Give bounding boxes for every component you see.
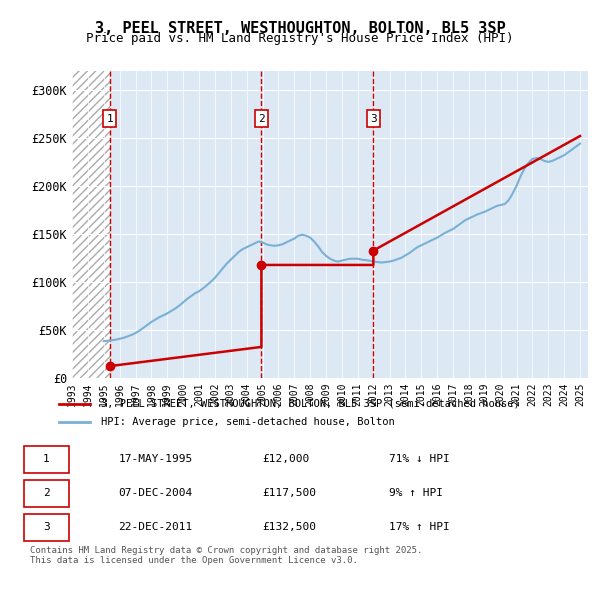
Text: 3: 3 bbox=[370, 114, 377, 124]
Text: Contains HM Land Registry data © Crown copyright and database right 2025.
This d: Contains HM Land Registry data © Crown c… bbox=[30, 546, 422, 565]
Text: 9% ↑ HPI: 9% ↑ HPI bbox=[389, 489, 443, 499]
Text: 3, PEEL STREET, WESTHOUGHTON, BOLTON, BL5 3SP: 3, PEEL STREET, WESTHOUGHTON, BOLTON, BL… bbox=[95, 21, 505, 35]
Text: 1: 1 bbox=[106, 114, 113, 124]
Text: Price paid vs. HM Land Registry's House Price Index (HPI): Price paid vs. HM Land Registry's House … bbox=[86, 32, 514, 45]
Text: 1: 1 bbox=[43, 454, 50, 464]
Text: 17% ↑ HPI: 17% ↑ HPI bbox=[389, 523, 449, 532]
FancyBboxPatch shape bbox=[25, 446, 68, 473]
Text: 3: 3 bbox=[43, 523, 50, 532]
Text: 3, PEEL STREET, WESTHOUGHTON, BOLTON, BL5 3SP (semi-detached house): 3, PEEL STREET, WESTHOUGHTON, BOLTON, BL… bbox=[101, 399, 520, 409]
Text: 71% ↓ HPI: 71% ↓ HPI bbox=[389, 454, 449, 464]
Text: HPI: Average price, semi-detached house, Bolton: HPI: Average price, semi-detached house,… bbox=[101, 417, 395, 427]
Text: 07-DEC-2004: 07-DEC-2004 bbox=[118, 489, 193, 499]
Text: 22-DEC-2011: 22-DEC-2011 bbox=[118, 523, 193, 532]
Text: 17-MAY-1995: 17-MAY-1995 bbox=[118, 454, 193, 464]
Text: £132,500: £132,500 bbox=[262, 523, 316, 532]
FancyBboxPatch shape bbox=[25, 480, 68, 507]
FancyBboxPatch shape bbox=[25, 514, 68, 541]
Text: £117,500: £117,500 bbox=[262, 489, 316, 499]
Text: 2: 2 bbox=[43, 489, 50, 499]
Text: £12,000: £12,000 bbox=[262, 454, 309, 464]
Text: 2: 2 bbox=[258, 114, 265, 124]
